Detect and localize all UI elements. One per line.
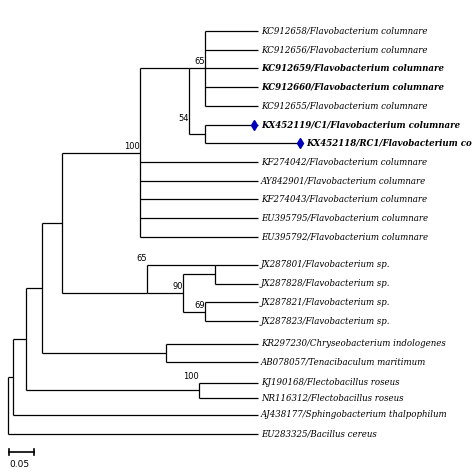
Text: EU395795/Flavobacterium columnare: EU395795/Flavobacterium columnare	[261, 214, 428, 223]
Text: KC912660/Flavobacterium columnare: KC912660/Flavobacterium columnare	[261, 82, 444, 91]
Text: NR116312/Flectobacillus roseus: NR116312/Flectobacillus roseus	[261, 393, 403, 402]
Text: 65: 65	[195, 56, 205, 65]
Text: KC912659/Flavobacterium columnare: KC912659/Flavobacterium columnare	[261, 64, 444, 73]
Text: 100: 100	[124, 142, 140, 151]
Text: KF274042/Flavobacterium columnare: KF274042/Flavobacterium columnare	[261, 157, 427, 166]
Text: JX287828/Flavobacterium sp.: JX287828/Flavobacterium sp.	[261, 279, 391, 288]
Text: KX452118/RC1/Flavobacterium co: KX452118/RC1/Flavobacterium co	[307, 139, 473, 148]
Text: KJ190168/Flectobacillus roseus: KJ190168/Flectobacillus roseus	[261, 378, 400, 387]
Text: KC912658/Flavobacterium columnare: KC912658/Flavobacterium columnare	[261, 27, 428, 36]
Text: AB078057/Tenacibaculum maritimum: AB078057/Tenacibaculum maritimum	[261, 358, 426, 367]
Text: JX287801/Flavobacterium sp.: JX287801/Flavobacterium sp.	[261, 261, 391, 270]
Text: KR297230/Chryseobacterium indologenes: KR297230/Chryseobacterium indologenes	[261, 339, 446, 348]
Text: 90: 90	[172, 282, 182, 291]
Text: 54: 54	[179, 114, 189, 123]
Text: KX452119/C1/Flavobacterium columnare: KX452119/C1/Flavobacterium columnare	[261, 120, 460, 129]
Text: EU395792/Flavobacterium columnare: EU395792/Flavobacterium columnare	[261, 232, 428, 241]
Text: 65: 65	[136, 254, 146, 263]
Text: AY842901/Flavobacterium columnare: AY842901/Flavobacterium columnare	[261, 176, 426, 185]
Text: JX287823/Flavobacterium sp.: JX287823/Flavobacterium sp.	[261, 317, 391, 326]
Text: EU283325/Bacillus cereus: EU283325/Bacillus cereus	[261, 429, 377, 438]
Text: AJ438177/Sphingobacterium thalpophilum: AJ438177/Sphingobacterium thalpophilum	[261, 410, 447, 419]
Text: 0.05: 0.05	[9, 460, 29, 469]
Text: KC912656/Flavobacterium columnare: KC912656/Flavobacterium columnare	[261, 45, 428, 54]
Text: KF274043/Flavobacterium columnare: KF274043/Flavobacterium columnare	[261, 195, 427, 204]
Text: JX287821/Flavobacterium sp.: JX287821/Flavobacterium sp.	[261, 298, 391, 307]
Text: 69: 69	[195, 301, 205, 310]
Text: 100: 100	[183, 372, 199, 381]
Text: KC912655/Flavobacterium columnare: KC912655/Flavobacterium columnare	[261, 101, 428, 110]
